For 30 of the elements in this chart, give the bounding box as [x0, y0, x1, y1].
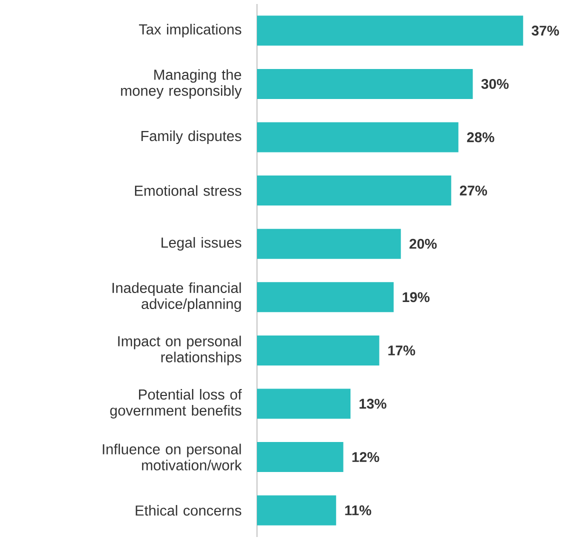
y-tick-label: Impact on personal relationships	[118, 336, 242, 366]
bar	[257, 388, 351, 419]
bar	[257, 122, 458, 152]
data-label: 13%	[360, 398, 386, 409]
y-tick-label: Inadequate financial advice/planning	[112, 282, 241, 312]
data-label: 37%	[532, 26, 559, 36]
y-tick-label: Ethical concerns	[136, 505, 242, 516]
bar	[257, 282, 394, 312]
data-label: 20%	[410, 238, 437, 249]
data-label: 28%	[467, 132, 494, 142]
y-tick-label: Family disputes	[141, 130, 242, 144]
data-label: 11%	[345, 505, 372, 516]
y-tick-label: Tax implications	[138, 24, 242, 38]
bar	[257, 16, 524, 46]
data-label: 17%	[388, 346, 416, 356]
bar	[257, 228, 401, 259]
y-tick-label: Emotional stress	[135, 185, 242, 196]
y-tick-label: Legal issues	[162, 237, 242, 251]
bar	[257, 442, 344, 472]
data-label: 30%	[481, 78, 509, 89]
y-tick-label: Influence on personal motivation/work	[102, 444, 242, 470]
bar	[257, 176, 452, 206]
y-tick-label: Managing the money responsibly	[121, 69, 242, 99]
data-label: 12%	[352, 452, 380, 462]
data-label: 27%	[460, 186, 488, 196]
data-label: 19%	[402, 292, 430, 302]
bar	[257, 68, 473, 99]
bar	[257, 335, 380, 366]
bar	[257, 495, 336, 526]
y-tick-label: Potential loss of government benefits	[110, 388, 242, 419]
